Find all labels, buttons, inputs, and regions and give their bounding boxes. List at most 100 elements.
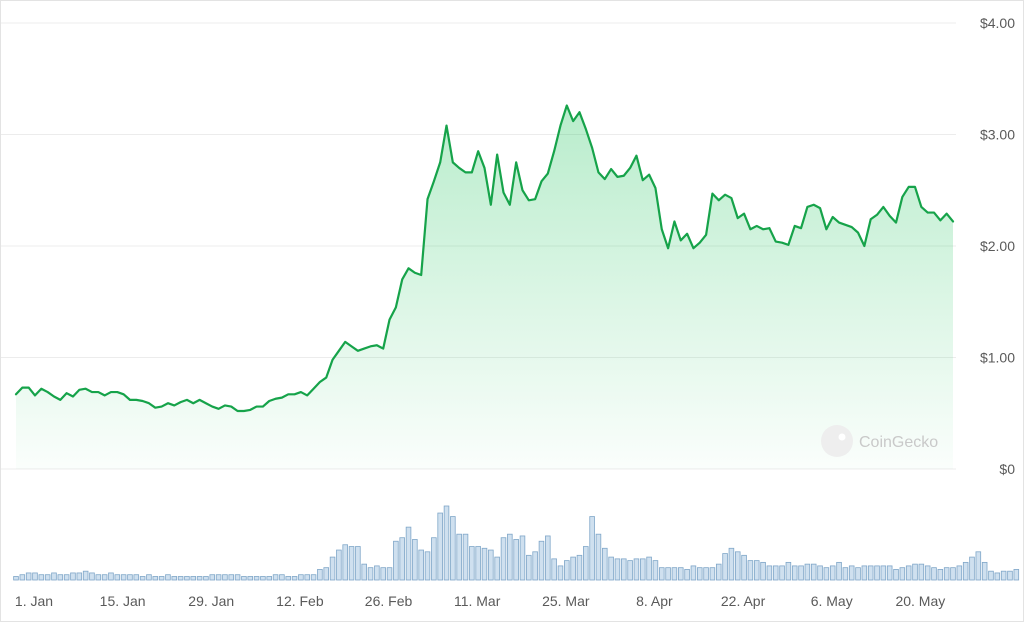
- volume-bar: [703, 567, 709, 581]
- volume-bar: [13, 576, 19, 581]
- volume-bar: [380, 567, 386, 581]
- volume-bar: [545, 535, 551, 581]
- volume-bar: [779, 565, 785, 581]
- volume-bar: [89, 572, 95, 581]
- volume-bar: [367, 567, 374, 581]
- volume-bar: [95, 574, 102, 581]
- volume-bar: [152, 576, 159, 581]
- volume-bar: [899, 567, 906, 581]
- volume-bar: [595, 533, 602, 581]
- volume-bar: [943, 567, 950, 581]
- volume-bar: [215, 574, 222, 581]
- volume-bar: [481, 547, 488, 581]
- volume-bar: [969, 556, 975, 581]
- volume-bar: [747, 560, 754, 581]
- volume-bar: [228, 574, 235, 581]
- price-line: [14, 104, 955, 413]
- volume-bar: [975, 551, 982, 581]
- volume-bar: [652, 560, 659, 581]
- volume-bar: [374, 565, 380, 581]
- volume-bar: [665, 567, 671, 581]
- volume-bar: [905, 565, 912, 581]
- y-tick-label: $2.00: [980, 238, 1015, 254]
- volume-bar: [627, 560, 633, 581]
- volume-bar: [848, 565, 855, 581]
- volume-bar: [158, 576, 165, 581]
- volume-bar: [988, 570, 994, 581]
- volume-bar: [272, 574, 279, 581]
- volume-bar: [241, 576, 247, 581]
- volume-bar: [317, 569, 323, 581]
- volume-bar: [222, 574, 228, 581]
- x-tick-label: 12. Feb: [276, 593, 324, 609]
- volume-bar: [753, 560, 760, 581]
- volume-bar: [133, 574, 140, 581]
- volume-bar: [253, 576, 260, 581]
- volume-bar: [741, 554, 747, 581]
- volume-bar: [538, 540, 545, 581]
- volume-bar: [342, 544, 348, 581]
- volume-bar: [507, 533, 513, 581]
- volume-bar: [931, 567, 937, 581]
- y-tick-label: $3.00: [980, 127, 1015, 143]
- volume-bar: [728, 547, 735, 581]
- volume-bar: [804, 563, 811, 581]
- x-tick-label: 15. Jan: [100, 593, 146, 609]
- volume-bar: [494, 556, 500, 581]
- volume-bar: [209, 574, 216, 581]
- volume-bar: [190, 576, 197, 581]
- volume-bar: [285, 576, 291, 581]
- volume-bar: [38, 574, 45, 581]
- volume-bar: [880, 565, 887, 581]
- volume-bar: [139, 576, 146, 581]
- volume-bar: [247, 576, 254, 581]
- volume-bar: [437, 512, 443, 581]
- volume-bar: [912, 563, 918, 581]
- volume-bar: [791, 565, 798, 581]
- price-series-line: [14, 104, 955, 413]
- volume-bar: [234, 574, 241, 581]
- volume-bar: [25, 572, 32, 581]
- volume-bar: [1000, 570, 1007, 581]
- volume-bar: [836, 561, 842, 581]
- volume-bar: [696, 567, 703, 581]
- volume-bar: [146, 574, 152, 581]
- volume-bar: [722, 553, 728, 581]
- volume-bar: [886, 565, 893, 581]
- y-tick-label: $1.00: [980, 350, 1015, 366]
- volume-bar: [177, 576, 184, 581]
- volume-bar: [633, 558, 640, 581]
- volume-bar: [766, 565, 773, 581]
- volume-bar: [279, 574, 285, 581]
- gecko-eye-icon: [838, 433, 846, 441]
- volume-bar: [348, 546, 355, 581]
- x-tick-label: 8. Apr: [636, 593, 673, 609]
- y-tick-label: $0: [999, 461, 1015, 477]
- volume-bar: [994, 572, 1001, 581]
- volume-bar: [165, 574, 171, 581]
- coingecko-watermark: CoinGecko: [821, 425, 938, 457]
- volume-bar: [918, 563, 925, 581]
- volume-bar: [127, 574, 133, 581]
- volume-bar: [684, 569, 690, 581]
- volume-bar: [355, 546, 361, 581]
- volume-bar: [715, 563, 722, 581]
- volume-bar: [583, 546, 589, 581]
- volume-bar: [76, 572, 83, 581]
- x-tick-label: 29. Jan: [188, 593, 234, 609]
- volume-bar: [405, 526, 412, 581]
- x-tick-label: 22. Apr: [721, 593, 766, 609]
- x-tick-label: 11. Mar: [454, 593, 501, 609]
- volume-bar: [361, 563, 367, 581]
- volume-bar: [855, 567, 861, 581]
- volume-bar: [785, 561, 792, 581]
- volume-bar: [114, 574, 121, 581]
- volume-bar: [393, 540, 399, 581]
- x-tick-label: 6. May: [811, 593, 853, 609]
- volume-bar: [44, 574, 51, 581]
- volume-bar: [614, 558, 621, 581]
- volume-bar: [608, 556, 614, 581]
- volume-bar: [671, 567, 678, 581]
- volume-bar: [810, 563, 817, 581]
- volume-bar: [937, 569, 944, 581]
